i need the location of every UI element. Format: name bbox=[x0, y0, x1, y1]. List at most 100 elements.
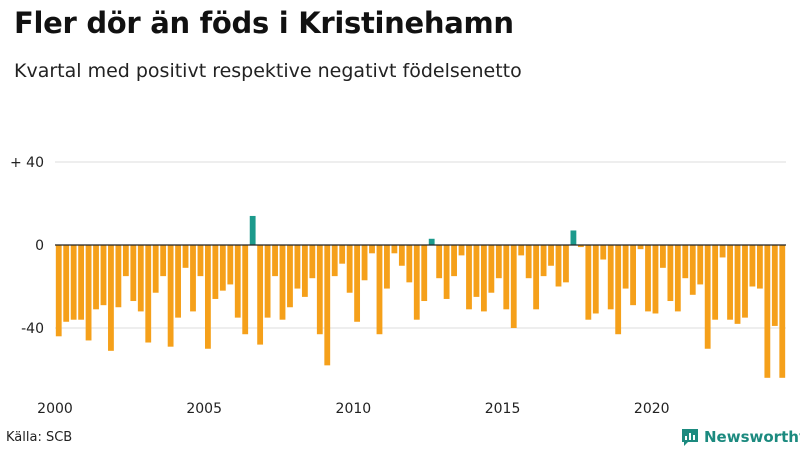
chart-subtitle: Kvartal med positivt respektive negativt… bbox=[14, 60, 522, 82]
bar-negative bbox=[727, 245, 733, 320]
bar-negative bbox=[712, 245, 719, 320]
bar-negative bbox=[480, 245, 487, 312]
bar-negative bbox=[212, 245, 219, 299]
bar-negative bbox=[421, 245, 428, 302]
bar-negative bbox=[533, 245, 540, 310]
bar-negative bbox=[294, 245, 301, 289]
bar-negative bbox=[525, 245, 532, 279]
bar-negative bbox=[242, 245, 249, 335]
bar-negative bbox=[219, 245, 226, 291]
bar-negative bbox=[615, 245, 622, 335]
bar-negative bbox=[771, 245, 778, 326]
bar-negative bbox=[495, 245, 502, 279]
x-tick-label: 2000 bbox=[37, 401, 73, 417]
bar-negative bbox=[384, 245, 390, 289]
x-tick-label: 2020 bbox=[634, 401, 670, 417]
bar-negative bbox=[719, 245, 726, 258]
bar-negative bbox=[175, 245, 181, 318]
bar-negative bbox=[674, 245, 681, 312]
bar-positive bbox=[249, 215, 256, 245]
bar-negative bbox=[182, 245, 189, 268]
bar-negative bbox=[555, 245, 562, 287]
bar-negative bbox=[145, 245, 152, 343]
bar-negative bbox=[309, 245, 316, 279]
bar-negative bbox=[205, 245, 211, 349]
bar-negative bbox=[55, 245, 62, 337]
bar-negative bbox=[272, 245, 278, 277]
bar-negative bbox=[466, 245, 472, 310]
bar-negative bbox=[697, 245, 704, 285]
bar-negative bbox=[279, 245, 286, 320]
bar-negative bbox=[354, 245, 361, 322]
bar-negative bbox=[734, 245, 741, 324]
bar-negative bbox=[190, 245, 196, 312]
bar-negative bbox=[331, 245, 338, 277]
bar-negative bbox=[78, 245, 85, 320]
bar-negative bbox=[756, 245, 763, 289]
bar-negative bbox=[63, 245, 70, 322]
bar-positive bbox=[428, 238, 435, 245]
bar-negative bbox=[540, 245, 547, 277]
bar-negative bbox=[660, 245, 666, 268]
bar-negative bbox=[287, 245, 293, 308]
bar-negative bbox=[443, 245, 450, 299]
bar-negative bbox=[510, 245, 517, 328]
axes: + 40 0 -40 2000 2005 2010 2015 2020 bbox=[10, 155, 786, 417]
bar-negative bbox=[451, 245, 457, 277]
bar-negative bbox=[122, 245, 129, 277]
bar-negative bbox=[234, 245, 241, 318]
bar-negative bbox=[645, 245, 651, 312]
x-tick-label: 2010 bbox=[336, 401, 372, 417]
y-tick-label: + 40 bbox=[10, 155, 44, 171]
y-tick-label: -40 bbox=[21, 321, 44, 337]
chart-title: Fler dör än föds i Kristinehamn bbox=[14, 6, 514, 40]
bar-negative bbox=[458, 245, 465, 256]
brand-name: Newsworthy bbox=[704, 428, 800, 446]
bar-negative bbox=[398, 245, 405, 266]
bar-negative bbox=[742, 245, 748, 318]
bar-negative bbox=[324, 245, 331, 366]
bar-negative bbox=[630, 245, 636, 306]
bar-positive bbox=[570, 230, 577, 245]
brand-logo: Newsworthy bbox=[680, 427, 800, 447]
bar-negative bbox=[704, 245, 711, 349]
bar-negative bbox=[100, 245, 107, 306]
bar-negative bbox=[406, 245, 413, 283]
x-tick-label: 2005 bbox=[186, 401, 222, 417]
bar-negative bbox=[85, 245, 92, 341]
bar-negative bbox=[682, 245, 689, 279]
bar-negative bbox=[652, 245, 659, 314]
source-note: Källa: SCB bbox=[6, 430, 73, 445]
bar-negative bbox=[764, 245, 771, 378]
bar-negative bbox=[592, 245, 599, 314]
bar-negative bbox=[108, 245, 114, 351]
bar-negative bbox=[376, 245, 383, 335]
y-tick-label: 0 bbox=[35, 238, 44, 254]
bar-negative bbox=[413, 245, 420, 320]
bar-negative bbox=[577, 245, 584, 248]
bar-negative bbox=[585, 245, 592, 320]
bar-negative bbox=[607, 245, 614, 310]
bar-negative bbox=[779, 245, 786, 378]
bar-negative bbox=[70, 245, 77, 320]
bar-negative bbox=[488, 245, 495, 293]
bar-negative bbox=[264, 245, 271, 318]
bar-negative bbox=[167, 245, 174, 347]
bar-negative bbox=[548, 245, 554, 266]
bar-negative bbox=[503, 245, 510, 310]
bar-negative bbox=[115, 245, 122, 308]
bar-negative bbox=[346, 245, 353, 293]
bar-negative bbox=[130, 245, 137, 302]
newsworthy-logo-icon bbox=[682, 429, 698, 446]
bar-negative bbox=[301, 245, 308, 297]
bar-negative bbox=[160, 245, 167, 277]
bars bbox=[55, 215, 786, 378]
bar-negative bbox=[137, 245, 144, 312]
bar-negative bbox=[600, 245, 607, 260]
bar-negative bbox=[667, 245, 674, 302]
bar-negative bbox=[436, 245, 443, 279]
bar-negative bbox=[391, 245, 398, 254]
bar-negative bbox=[622, 245, 629, 289]
grid-lines bbox=[55, 161, 786, 329]
